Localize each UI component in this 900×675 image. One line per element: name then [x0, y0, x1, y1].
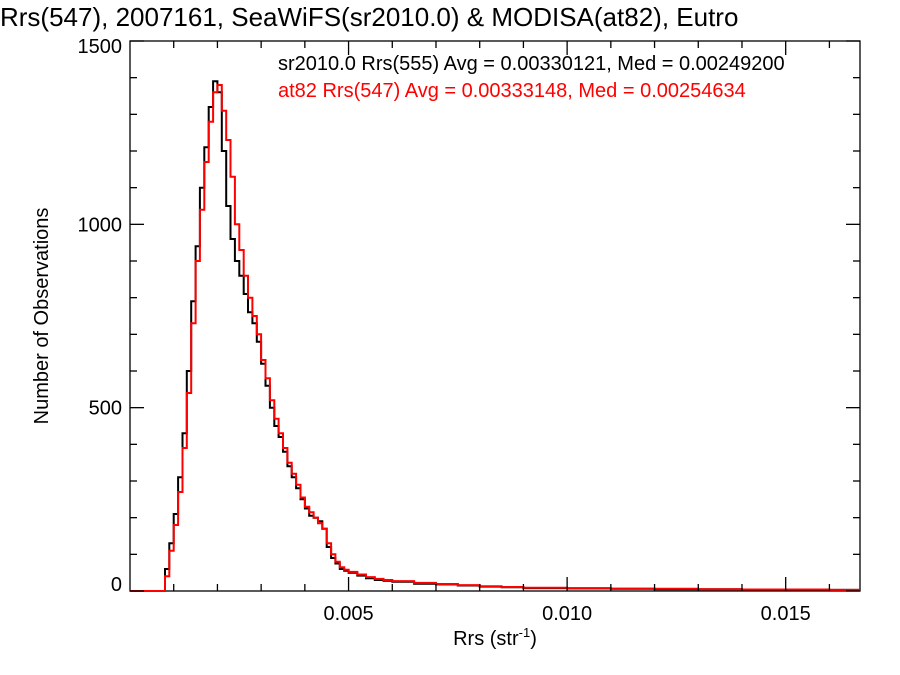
tick-layer: 0.005 0.010 0.015 0 500 1000 1500: [78, 36, 860, 625]
legend-entry-at82: at82 Rrs(547) Avg = 0.00333148, Med = 0.…: [278, 80, 746, 102]
x-axis-label-superscript: -1: [519, 625, 531, 640]
x-axis-label: Rrs (str-1): [453, 625, 537, 650]
x-tick-label: 0.010: [542, 603, 592, 625]
x-axis-label-close: ): [530, 628, 537, 650]
y-axis-label: Number of Observations: [31, 208, 53, 425]
y-tick-label: 1500: [78, 36, 123, 58]
x-tick-label: 0.005: [324, 603, 374, 625]
chart-title: Rrs(547), 2007161, SeaWiFS(sr2010.0) & M…: [0, 2, 738, 32]
series-line-1: [130, 84, 860, 592]
series-layer: [130, 80, 860, 592]
plot-frame: [129, 40, 861, 592]
y-tick-label: 0: [111, 574, 122, 596]
x-tick-label: 0.015: [761, 603, 811, 625]
x-axis-label-main: Rrs (str: [453, 628, 519, 650]
y-tick-label: 500: [89, 398, 122, 420]
legend-entry-sr2010: sr2010.0 Rrs(555) Avg = 0.00330121, Med …: [278, 53, 785, 75]
y-tick-label: 1000: [78, 214, 123, 236]
series-line-0: [130, 80, 860, 592]
